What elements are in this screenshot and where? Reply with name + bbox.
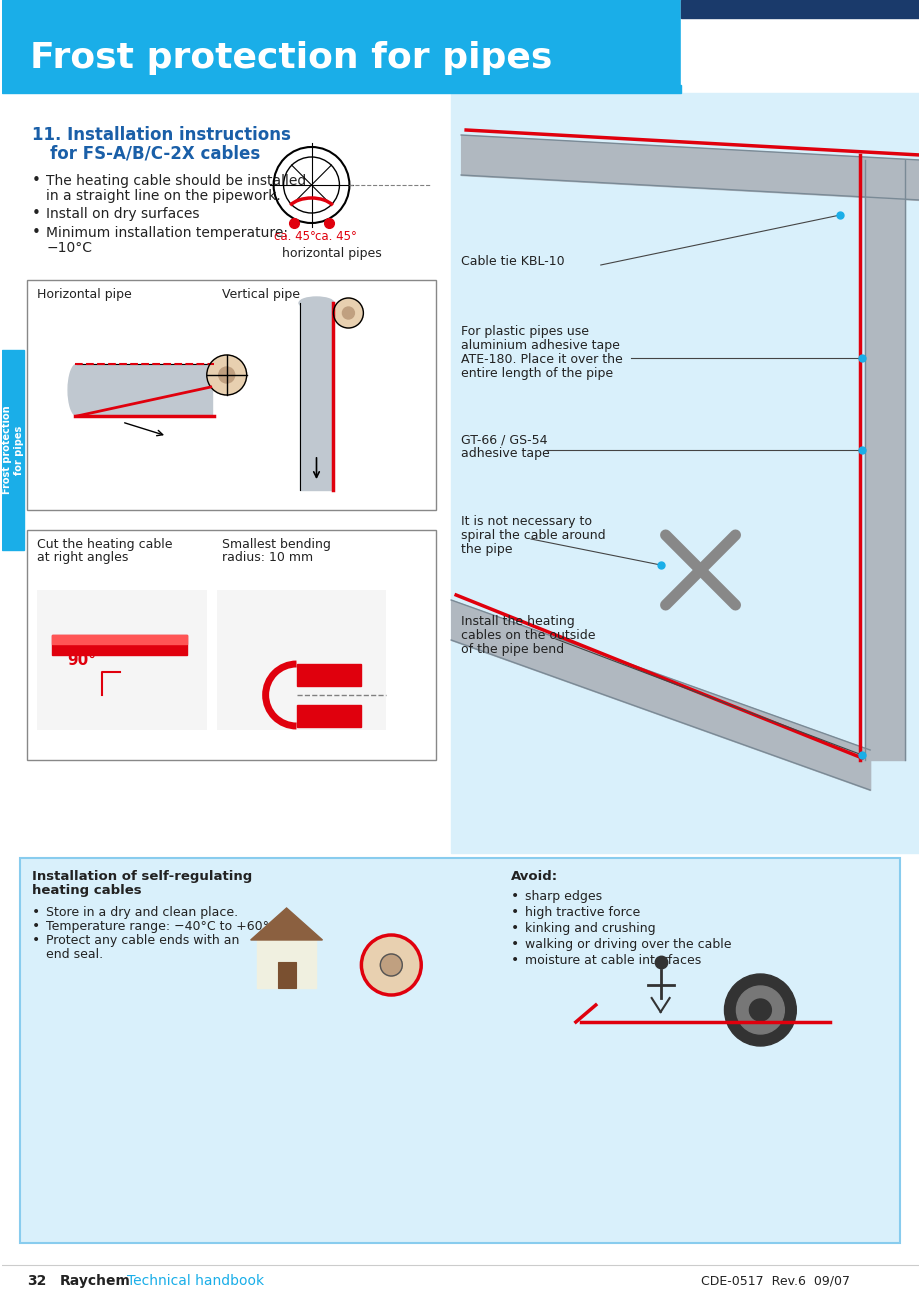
Text: •: • [510, 905, 518, 919]
Text: Install the heating: Install the heating [460, 615, 574, 628]
Bar [2, 350, 24, 550]
Text: CDE-0517  Rev.6  09/07: CDE-0517 Rev.6 09/07 [699, 1275, 848, 1288]
Text: Store in a dry and clean place.: Store in a dry and clean place. [46, 905, 238, 919]
Text: Cable tie KBL-10: Cable tie KBL-10 [460, 255, 564, 268]
Text: in a straight line on the pipework.: in a straight line on the pipework. [46, 189, 280, 203]
Text: Vertical pipe: Vertical pipe [221, 288, 300, 301]
Text: entire length of the pipe: entire length of the pipe [460, 367, 613, 380]
Text: Temperature range: −40°C to +60°C.: Temperature range: −40°C to +60°C. [46, 920, 281, 933]
Text: •: • [32, 905, 40, 919]
Circle shape [207, 355, 246, 396]
Circle shape [380, 954, 402, 976]
Text: •: • [32, 919, 40, 933]
Text: Frost protection for pipes: Frost protection for pipes [30, 42, 552, 75]
Text: −10°C: −10°C [46, 241, 92, 255]
Bar [278, 961, 295, 987]
Text: Horizontal pipe: Horizontal pipe [37, 288, 131, 301]
Text: 32: 32 [28, 1274, 47, 1288]
Text: 90°: 90° [67, 653, 96, 667]
Bar [680, 0, 919, 18]
Ellipse shape [68, 364, 86, 416]
Bar [296, 664, 361, 686]
Bar [217, 589, 386, 730]
Text: heating cables: heating cables [32, 883, 142, 896]
Text: at right angles: at right angles [37, 552, 129, 565]
Text: cables on the outside: cables on the outside [460, 628, 595, 641]
Text: adhesive tape: adhesive tape [460, 448, 550, 461]
Text: Frost protection
for pipes: Frost protection for pipes [3, 406, 24, 494]
Text: for FS-A/B/C-2X cables: for FS-A/B/C-2X cables [51, 144, 260, 163]
Circle shape [333, 298, 363, 328]
FancyBboxPatch shape [28, 280, 436, 510]
Text: spiral the cable around: spiral the cable around [460, 530, 605, 543]
Circle shape [735, 986, 784, 1034]
Bar [296, 705, 361, 727]
Text: Avoid:: Avoid: [510, 870, 558, 883]
Text: Protect any cable ends with an: Protect any cable ends with an [46, 934, 239, 947]
Text: ca. 45°: ca. 45° [273, 230, 315, 243]
Text: Raychem: Raychem [60, 1274, 130, 1288]
Text: horizontal pipes: horizontal pipes [281, 247, 380, 260]
Text: GT-66 / GS-54: GT-66 / GS-54 [460, 433, 547, 446]
Text: the pipe: the pipe [460, 543, 512, 556]
Bar [2, 85, 680, 92]
Bar [256, 941, 316, 987]
Text: •: • [510, 937, 518, 951]
Bar [450, 92, 919, 853]
FancyBboxPatch shape [28, 530, 436, 760]
Text: Installation of self-regulating: Installation of self-regulating [32, 870, 252, 883]
Bar [2, 0, 680, 85]
Text: kinking and crushing: kinking and crushing [525, 922, 655, 935]
Text: Smallest bending: Smallest bending [221, 539, 330, 552]
Text: 11. Installation instructions: 11. Installation instructions [32, 126, 290, 144]
Text: It is not necessary to: It is not necessary to [460, 515, 592, 528]
Text: •: • [32, 173, 41, 189]
Text: end seal.: end seal. [46, 948, 103, 961]
Circle shape [342, 307, 354, 319]
Text: The heating cable should be installed: The heating cable should be installed [46, 174, 306, 189]
Ellipse shape [299, 297, 334, 310]
Text: •: • [32, 933, 40, 947]
FancyBboxPatch shape [20, 857, 899, 1242]
Text: ca. 45°: ca. 45° [315, 230, 357, 243]
Text: moisture at cable interfaces: moisture at cable interfaces [525, 954, 700, 967]
Text: •: • [510, 954, 518, 967]
Bar [52, 635, 187, 644]
Text: Technical handbook: Technical handbook [127, 1274, 264, 1288]
Text: ATE-180. Place it over the: ATE-180. Place it over the [460, 353, 622, 366]
Circle shape [723, 974, 796, 1046]
Text: •: • [510, 921, 518, 935]
Text: sharp edges: sharp edges [525, 890, 601, 903]
Text: radius: 10 mm: radius: 10 mm [221, 552, 312, 565]
Text: Install on dry surfaces: Install on dry surfaces [46, 207, 199, 221]
Text: •: • [32, 206, 41, 221]
Circle shape [219, 367, 234, 382]
Text: Cut the heating cable: Cut the heating cable [37, 539, 173, 552]
Circle shape [361, 935, 421, 995]
Text: •: • [32, 225, 41, 239]
Text: of the pipe bend: of the pipe bend [460, 643, 563, 656]
Bar [680, 0, 919, 85]
Text: •: • [510, 889, 518, 903]
Circle shape [749, 999, 770, 1021]
Text: Minimum installation temperature:: Minimum installation temperature: [46, 226, 288, 239]
Text: walking or driving over the cable: walking or driving over the cable [525, 938, 731, 951]
Bar [52, 635, 187, 654]
Bar [37, 589, 207, 730]
Text: For plastic pipes use: For plastic pipes use [460, 325, 588, 338]
Text: high tractive force: high tractive force [525, 905, 640, 919]
Polygon shape [250, 908, 323, 941]
Text: aluminium adhesive tape: aluminium adhesive tape [460, 340, 619, 353]
